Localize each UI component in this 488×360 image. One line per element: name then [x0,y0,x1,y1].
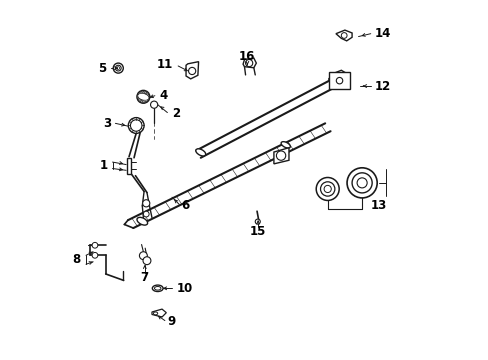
Circle shape [137,90,149,103]
Text: 14: 14 [373,27,390,40]
Circle shape [346,168,376,198]
Ellipse shape [154,287,161,290]
Circle shape [115,65,121,71]
Circle shape [117,67,120,69]
Ellipse shape [139,92,148,102]
Circle shape [316,177,339,201]
Ellipse shape [281,142,290,148]
Ellipse shape [139,92,148,102]
Polygon shape [273,148,288,164]
Circle shape [92,252,98,258]
Polygon shape [328,70,344,83]
Text: 11: 11 [156,58,172,71]
Text: 9: 9 [167,315,175,328]
Text: 1: 1 [99,159,107,172]
Text: 8: 8 [73,253,81,266]
Ellipse shape [153,312,158,315]
Circle shape [150,101,158,108]
Circle shape [92,242,98,248]
Text: 16: 16 [239,50,255,63]
Circle shape [336,77,342,84]
Ellipse shape [137,217,147,225]
Circle shape [130,120,142,131]
Circle shape [188,67,195,75]
Text: 3: 3 [103,117,111,130]
Circle shape [143,211,149,217]
Text: 6: 6 [182,199,190,212]
Polygon shape [185,62,198,79]
Circle shape [142,257,151,265]
Circle shape [245,59,252,67]
Ellipse shape [140,91,146,102]
Circle shape [128,118,144,134]
Polygon shape [243,58,256,68]
Polygon shape [126,158,131,174]
Polygon shape [335,30,351,41]
Polygon shape [152,309,166,317]
Circle shape [351,173,371,193]
Ellipse shape [138,93,149,100]
Circle shape [255,219,260,224]
Text: 7: 7 [141,271,148,284]
Circle shape [139,252,147,260]
Ellipse shape [195,149,205,156]
Polygon shape [328,72,349,89]
Circle shape [142,200,149,207]
Text: 10: 10 [176,282,192,295]
Ellipse shape [140,91,146,102]
Text: 12: 12 [373,80,390,93]
Text: 2: 2 [172,107,180,120]
Circle shape [276,151,285,160]
Ellipse shape [138,93,149,100]
Text: 5: 5 [98,62,106,75]
Circle shape [140,93,147,100]
Circle shape [324,185,330,193]
Circle shape [113,63,123,73]
Circle shape [320,182,334,196]
Text: 4: 4 [159,89,167,102]
Circle shape [341,33,346,39]
Ellipse shape [152,285,163,292]
Text: 15: 15 [249,225,266,238]
Circle shape [356,178,366,188]
Text: 13: 13 [370,199,386,212]
